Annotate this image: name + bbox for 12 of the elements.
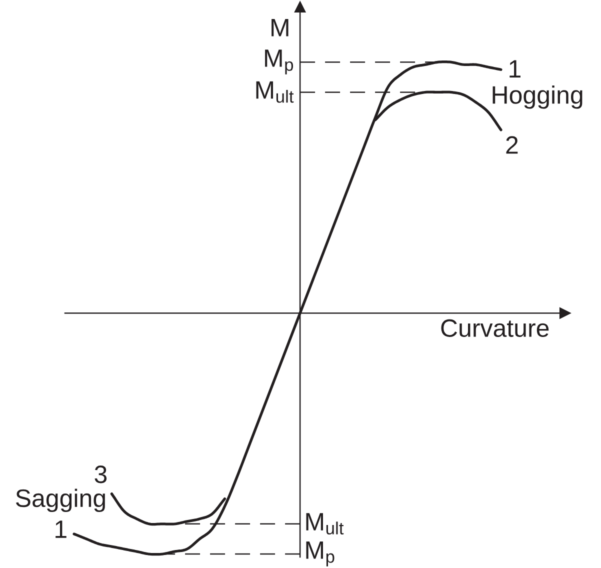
annotation: Hogging [492,85,582,109]
series-label: 2 [506,136,518,154]
series-label: 1 [56,520,66,538]
ref-line-label: M$_{p}$ [306,542,334,566]
ref-line-label: M$_{ult}$ [256,81,294,103]
x-axis-title: Curvature [441,319,549,338]
text: 1 [510,60,520,78]
series-label: 3 [94,466,107,484]
annotation: Sagging [16,488,105,512]
ref-line-label: M$_{p}$ [265,50,294,74]
y-axis-title: M [272,19,288,36]
ref-line-label: M$_{ult}$ [306,513,344,534]
